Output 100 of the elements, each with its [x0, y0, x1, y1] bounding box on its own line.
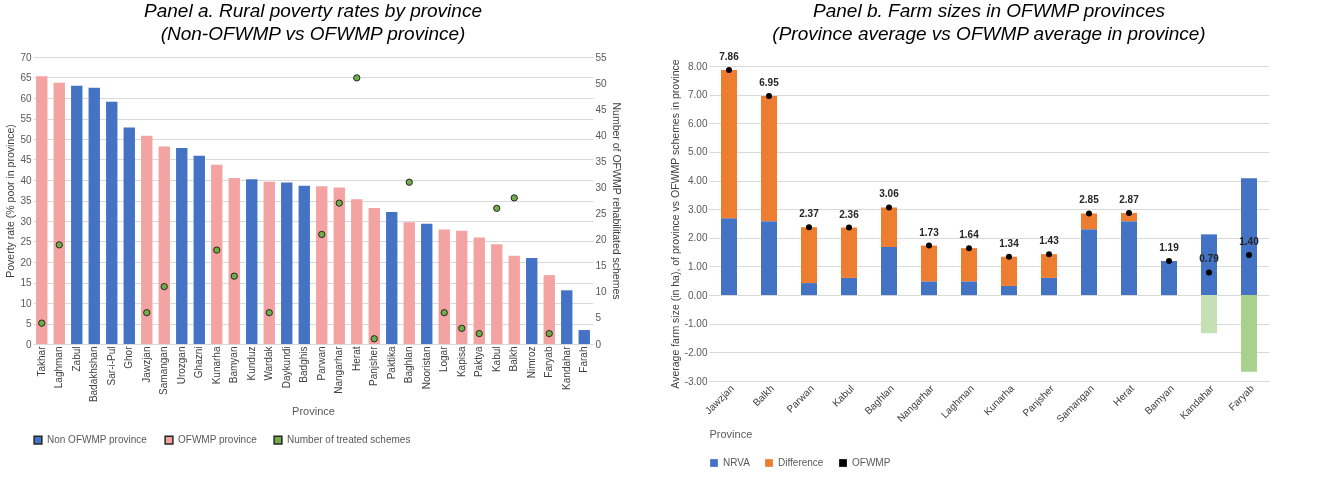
legend-label: Difference — [778, 457, 824, 468]
y-tick-label: 30 — [20, 215, 32, 227]
x-tick-label: Kunduz — [245, 346, 257, 381]
y2-tick-label: 10 — [595, 286, 608, 298]
y-tick-label: 5.00 — [688, 146, 708, 158]
data-label: 1.73 — [919, 226, 940, 238]
bar — [1001, 285, 1017, 296]
point — [926, 242, 932, 249]
point — [846, 224, 852, 231]
x-tick-label: Nooristan — [420, 346, 432, 390]
x-tick-label: Jawzjan — [140, 346, 152, 383]
bar — [881, 207, 897, 247]
y-tick-label: 0 — [25, 338, 32, 350]
bar — [761, 221, 777, 296]
point — [160, 282, 168, 291]
bar — [246, 179, 258, 344]
point — [335, 199, 343, 207]
point — [143, 309, 151, 317]
y-tick-label: 7.00 — [688, 89, 708, 101]
x-tick-label: Urozgan — [175, 346, 187, 385]
data-label: 2.85 — [1079, 194, 1100, 206]
bar — [1041, 277, 1057, 296]
x-tick-label: Paktya — [473, 346, 485, 378]
y2-tick-label: 40 — [595, 129, 608, 141]
bar — [193, 155, 205, 344]
data-label: 6.95 — [759, 77, 780, 89]
data-label: 1.19 — [1159, 242, 1180, 254]
bar — [1081, 229, 1097, 296]
y2-tick-label: 25 — [595, 208, 608, 220]
y-axis-title: Poverty rate (% poor in province) — [4, 124, 17, 278]
bar — [578, 330, 590, 344]
point — [405, 178, 413, 186]
y2-axis-title: Number of OFWMP rehabilitated schemes — [610, 102, 623, 300]
bar — [1161, 261, 1177, 296]
point — [966, 245, 972, 252]
x-tick-label: Logar — [438, 345, 450, 373]
x-tick-label: Panjsher — [368, 345, 380, 386]
bar — [263, 181, 275, 344]
bar — [721, 218, 737, 296]
bar — [508, 255, 520, 344]
point — [493, 204, 501, 212]
x-tick-label: Ghazni — [193, 346, 205, 379]
bar — [1041, 254, 1057, 278]
point — [1126, 209, 1132, 216]
legend-label: OFWMP province — [178, 434, 258, 446]
point — [1086, 210, 1092, 217]
bar — [491, 244, 503, 344]
point — [1166, 258, 1172, 265]
x-tick-label: Herat — [350, 346, 362, 371]
chart-subtitle: (Non-OFWMP vs OFWMP province) — [160, 23, 466, 44]
bar — [36, 76, 48, 344]
bar — [1201, 295, 1217, 334]
y-tick-label: 45 — [20, 154, 32, 165]
y2-tick-label: 30 — [595, 181, 608, 193]
bar — [333, 187, 345, 344]
y-tick-label: -2.00 — [684, 346, 708, 358]
x-tick-label: Kunarha — [210, 346, 222, 385]
legend-label: OFWMP — [852, 457, 891, 468]
y-tick-label: 20 — [20, 256, 32, 268]
point — [475, 329, 483, 338]
y2-tick-label: 5 — [595, 312, 602, 324]
y2-tick-label: 55 — [595, 51, 608, 63]
bar — [961, 281, 977, 296]
bar — [53, 82, 65, 344]
point — [38, 319, 46, 327]
point — [726, 67, 732, 73]
point — [370, 335, 378, 343]
chart-subtitle: (Province average vs OFWMP average in province) — [772, 23, 1206, 45]
point — [886, 204, 892, 211]
bar — [921, 245, 937, 282]
data-label: 1.43 — [1039, 235, 1060, 247]
x-axis-title: Province — [292, 405, 335, 418]
x-tick-label: Farah — [578, 346, 590, 373]
x-tick-label: Kapisa — [455, 346, 467, 378]
y-tick-label: 3.00 — [688, 203, 708, 215]
y-tick-label: 6.00 — [688, 117, 708, 129]
bar — [543, 275, 555, 344]
y-tick-label: 40 — [20, 174, 32, 186]
bar — [1241, 295, 1257, 372]
y-tick-label: 25 — [20, 236, 32, 247]
bar — [158, 146, 170, 344]
bar — [526, 257, 538, 344]
x-tick-label: Bamyan — [228, 346, 240, 384]
bar — [841, 277, 857, 296]
bar — [801, 227, 817, 284]
y-tick-label: 5 — [25, 318, 32, 329]
y-axis-title: Average farm size (in ha), of province vs OFWMP schemes in province — [668, 59, 681, 389]
bar — [721, 70, 737, 219]
y-tick-label: 60 — [20, 92, 32, 104]
data-label: 2.36 — [839, 208, 860, 220]
bar — [1241, 178, 1257, 296]
y-tick-label: 0.00 — [688, 289, 708, 301]
y-tick-label: 1.00 — [688, 260, 708, 272]
x-axis-title: Province — [709, 427, 753, 440]
x-tick-label: Badghis — [298, 346, 310, 383]
bar — [281, 182, 293, 344]
bar — [123, 127, 135, 344]
bar — [761, 96, 777, 222]
data-label: 1.34 — [999, 237, 1020, 249]
point — [440, 309, 448, 317]
